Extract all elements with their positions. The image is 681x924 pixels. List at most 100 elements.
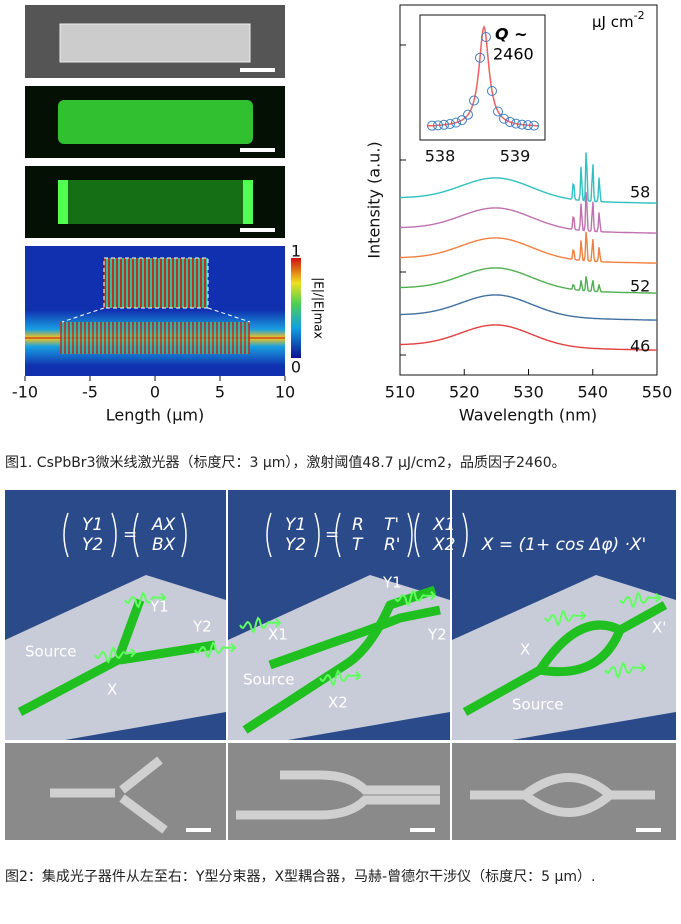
panel-label: Y1 <box>149 598 169 616</box>
eq-term: Y1 <box>285 515 306 535</box>
unit-exp: -2 <box>634 9 645 22</box>
light-wave <box>194 641 237 659</box>
data-point <box>475 52 485 63</box>
eq-term: Y2 <box>82 535 103 555</box>
data-point <box>427 120 437 131</box>
data-point <box>511 118 521 129</box>
eq-term: X = (1+ cos Δφ) ·X' <box>481 535 646 555</box>
data-point <box>451 117 461 128</box>
paren <box>111 512 117 558</box>
x-tick-label: 530 <box>513 383 544 402</box>
paren <box>266 512 272 558</box>
substrate <box>452 575 676 740</box>
waveguide <box>17 598 145 716</box>
paren <box>462 512 468 558</box>
data-point <box>469 95 479 106</box>
caption: 图1. CsPbBr3微米线激光器（标度尺：3 μm），激射阈值48.7 μJ/… <box>5 455 566 471</box>
eq-term: AX <box>151 515 176 535</box>
eq-term: X1 <box>432 515 455 535</box>
unit-text: μJ cm <box>592 13 634 31</box>
wire-end <box>58 180 68 224</box>
q-label: Q ~ <box>495 25 528 44</box>
waveguide <box>242 585 437 734</box>
paren <box>314 512 320 558</box>
data-point <box>493 106 503 117</box>
x-tick-label: 550 <box>642 383 673 402</box>
panel-label: Y2 <box>427 626 447 644</box>
eq-term: R <box>352 515 364 535</box>
light-wave <box>544 609 587 627</box>
x-axis-label: Wavelength (nm) <box>459 406 597 425</box>
data-point <box>505 116 515 127</box>
power-label: 58 <box>630 183 650 202</box>
waveguide <box>268 605 441 670</box>
paren <box>335 512 341 558</box>
light-wave <box>124 591 167 609</box>
panel-label: X' <box>652 619 666 637</box>
fit-curve <box>427 24 539 127</box>
wire-end <box>243 180 253 224</box>
data-point <box>523 120 533 131</box>
colorbar-min: 0 <box>291 358 301 377</box>
spectrum-curve <box>400 324 657 351</box>
inset-tick-label: 538 <box>425 147 456 166</box>
data-point <box>517 119 527 130</box>
x-tick-label: 10 <box>275 383 295 402</box>
light-wave <box>319 669 362 687</box>
colorbar <box>291 258 301 358</box>
waveguide <box>462 666 543 716</box>
paren <box>407 512 413 558</box>
spectrum-curve <box>400 267 657 294</box>
x-tick-label: 0 <box>150 383 160 402</box>
sem-waveguide <box>236 770 440 820</box>
light-wave <box>94 646 137 664</box>
spectrum-curve <box>400 152 657 204</box>
panel-label: Y2 <box>192 618 212 636</box>
colorbar-label: |E|/|E|max <box>312 277 326 339</box>
sem-waveguide <box>470 773 655 817</box>
data-point <box>487 86 497 96</box>
data-point <box>463 109 473 120</box>
spectrum-curve <box>400 192 657 234</box>
field-wire <box>60 322 250 354</box>
eq-term: T' <box>384 515 399 535</box>
light-wave <box>394 589 437 607</box>
x-tick-label: 5 <box>215 383 225 402</box>
zoom-lines <box>61 307 251 323</box>
sem-waveguide <box>50 756 168 834</box>
data-point <box>499 113 509 124</box>
paren <box>414 512 420 558</box>
light-wave <box>239 616 282 634</box>
eq-term: X2 <box>432 535 455 555</box>
data-point <box>529 120 539 131</box>
panel-label: X <box>107 681 117 699</box>
x-tick-label: 510 <box>385 383 416 402</box>
field-inset <box>103 257 209 309</box>
panel-label: Source <box>25 643 77 661</box>
spectrum-curve <box>400 294 657 321</box>
paren <box>181 512 187 558</box>
x-tick-label: 520 <box>449 383 480 402</box>
microwire <box>58 100 253 144</box>
colorbar-max: 1 <box>291 242 301 261</box>
data-point <box>445 118 455 129</box>
caption: 图2：集成光子器件从左至右：Y型分束器，X型耦合器，马赫-曾德尔干涉仪（标度尺：… <box>5 869 596 885</box>
inset-tick-label: 539 <box>500 147 531 166</box>
panel-label: Y1 <box>382 574 402 592</box>
panel-label: Source <box>512 696 564 714</box>
y-axis-label: Intensity (a.u.) <box>365 141 384 258</box>
figures: 1 0 |E|/|E|max -10 -5 0 5 10 Length (μm) 510… <box>5 4 676 840</box>
panel-label: Source <box>243 671 295 689</box>
power-label: 46 <box>630 337 650 356</box>
unit: μJ cm-2 <box>592 9 645 31</box>
eq-term: Y2 <box>285 535 306 555</box>
q-value: 2460 <box>493 45 534 64</box>
light-wave <box>619 591 662 609</box>
panel-label: X2 <box>328 694 348 712</box>
eq-term: R' <box>384 535 401 555</box>
waveguide <box>617 601 668 634</box>
x-axis-label: Length (μm) <box>106 406 205 425</box>
x-tick-label: -5 <box>82 383 98 402</box>
data-point <box>457 115 467 126</box>
